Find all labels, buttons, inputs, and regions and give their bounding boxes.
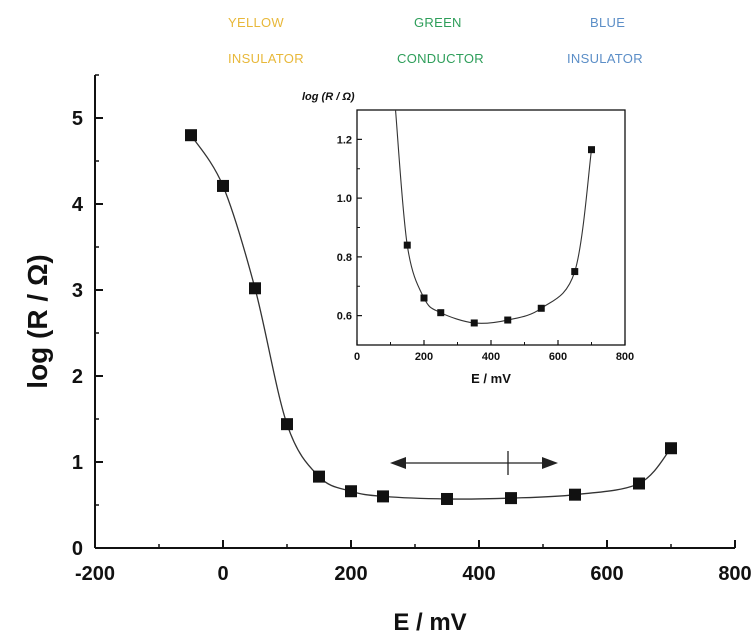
y-tick-label: 4 [72,194,84,216]
green-region-label: GREEN [414,12,462,34]
inset-y-tick-label: 1.2 [337,134,352,146]
blue-color-name: BLUE [590,15,626,30]
y-tick-label: 2 [72,366,83,388]
inset-y-axis-label: log (R / Ω) [302,91,355,103]
blue-state: INSULATOR [567,51,643,66]
main-chart: -200 0 200 400 600 800 0 1 2 3 4 5 E / mV log (R / Ω) [22,74,752,636]
yellow-state: INSULATOR [228,51,304,66]
y-tick-label: 0 [72,538,83,560]
inset-x-tick-label: 400 [482,351,500,363]
inset-y-tick-label: 0.8 [337,252,352,264]
data-point [249,282,261,295]
green-state-label: CONDUCTOR [397,48,484,70]
x-tick-label: 600 [590,563,623,585]
series-line [190,134,672,500]
inset-x-tick-label: 600 [549,351,567,363]
inset-data-point [403,241,411,249]
y-tick-label: 5 [72,108,83,130]
inset-series-line [394,109,593,324]
x-tick-label: 200 [334,563,367,585]
inset-chart: 0 200 400 600 800 0.6 0.8 1.0 1.2 E / mV log (R / … [302,91,634,386]
inset-data-point [470,319,478,327]
annotation-arrow-left-head [390,457,406,469]
data-point [313,470,325,483]
inset-data-point [420,294,428,302]
data-point [281,418,293,431]
inset-x-axis-label: E / mV [471,371,511,386]
data-point [377,490,389,503]
inset-x-tick-label: 200 [415,351,433,363]
data-point [633,477,645,490]
inset-data-point [537,304,545,312]
x-tick-label: 800 [718,563,751,585]
data-point [569,488,581,501]
inset-y-tick-label: 1.0 [337,193,352,205]
x-tick-label: 0 [217,563,228,585]
data-point [185,129,197,142]
green-state: CONDUCTOR [397,51,484,66]
inset-x-tick-label: 800 [616,351,634,363]
green-color-name: GREEN [414,15,462,30]
inset-frame [356,109,626,346]
blue-state-label: INSULATOR [567,48,643,70]
y-tick-label: 3 [72,280,83,302]
y-axis-label: log (R / Ω) [22,254,53,388]
inset-data-point [504,316,512,324]
data-point [217,179,229,192]
inset-data-point [588,146,595,154]
data-point [665,442,677,455]
y-tick-label: 1 [72,452,83,474]
inset-data-point [571,268,579,276]
blue-region-label: BLUE [590,12,625,34]
x-tick-label: -200 [75,563,115,585]
yellow-color-name: YELLOW [228,15,284,30]
inset-data-point [437,309,445,317]
x-tick-label: 400 [462,563,495,585]
annotation-arrow-right-head [542,457,558,469]
data-point [505,492,517,505]
data-point [441,492,453,505]
yellow-region-label: YELLOW INSULATOR [228,12,304,70]
x-axis-label: E / mV [393,609,466,636]
data-point [345,485,357,498]
inset-x-tick-label: 0 [354,351,360,363]
inset-y-tick-label: 0.6 [337,311,352,323]
